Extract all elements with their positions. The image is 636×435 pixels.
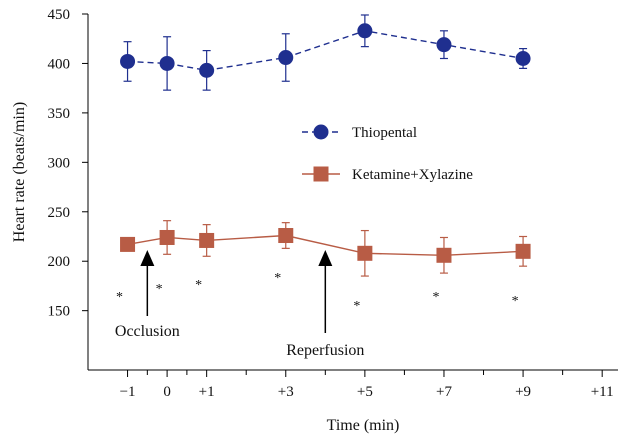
significance-star: * [274, 271, 281, 286]
data-point [515, 243, 531, 259]
y-tick-label: 250 [48, 205, 71, 221]
series-thiopental [120, 14, 531, 91]
data-point [436, 37, 452, 53]
data-point [436, 247, 452, 263]
x-tick-label: +11 [591, 384, 614, 400]
data-point [357, 245, 373, 261]
legend-marker [313, 166, 329, 182]
significance-star: * [353, 299, 360, 314]
data-point [357, 23, 373, 39]
legend-marker [313, 124, 329, 140]
annotation-label: Occlusion [115, 323, 180, 340]
annotations: Occlusion Reperfusion [115, 250, 364, 359]
x-axis-ticks: −1 0 +1 +3 +5 +7 +9 +11 [120, 370, 614, 400]
x-tick-label: +1 [199, 384, 215, 400]
data-point [120, 236, 136, 252]
x-tick-label: +9 [515, 384, 531, 400]
y-axis-ticks: 150 200 250 300 350 400 450 [48, 7, 88, 320]
data-point [159, 229, 175, 245]
x-axis-title: Time (min) [327, 417, 400, 434]
series-layer [120, 14, 531, 277]
data-point [199, 62, 215, 78]
y-tick-label: 200 [48, 254, 71, 270]
legend-entry: Ketamine+Xylazine [302, 166, 473, 183]
data-point [120, 53, 136, 69]
data-point [515, 51, 531, 66]
series-ketamine-xylazine [120, 220, 531, 277]
legend-label: Thiopental [352, 125, 417, 141]
data-point [278, 50, 294, 66]
data-point [199, 232, 215, 248]
legend-entry: Thiopental [302, 124, 417, 141]
annotation-label: Reperfusion [286, 342, 364, 359]
x-tick-label: 0 [163, 384, 171, 400]
legend-label: Ketamine+Xylazine [352, 167, 473, 183]
significance-star: * [195, 278, 202, 293]
x-tick-label: +7 [436, 384, 452, 400]
significance-star: * [512, 294, 519, 309]
x-tick-label: +3 [278, 384, 294, 400]
significance-star: * [432, 290, 439, 305]
data-point [159, 55, 175, 71]
y-axis-title: Heart rate (beats/min) [11, 102, 28, 242]
x-tick-label: +5 [357, 384, 373, 400]
legend: Thiopental Ketamine+Xylazine [302, 124, 473, 183]
series-line [127, 30, 524, 72]
annotation-arrow-head [318, 250, 333, 266]
significance-star: * [156, 282, 163, 297]
y-tick-label: 400 [48, 56, 71, 72]
significance-star: * [116, 290, 123, 305]
annotation-arrow-head [140, 250, 155, 266]
significance-marks: * * * * * * * [116, 271, 519, 314]
x-tick-label: −1 [120, 384, 136, 400]
y-tick-label: 150 [48, 304, 71, 320]
y-tick-label: 350 [48, 106, 71, 122]
data-point [278, 228, 294, 244]
y-tick-label: 450 [48, 7, 71, 23]
y-tick-label: 300 [48, 155, 71, 171]
